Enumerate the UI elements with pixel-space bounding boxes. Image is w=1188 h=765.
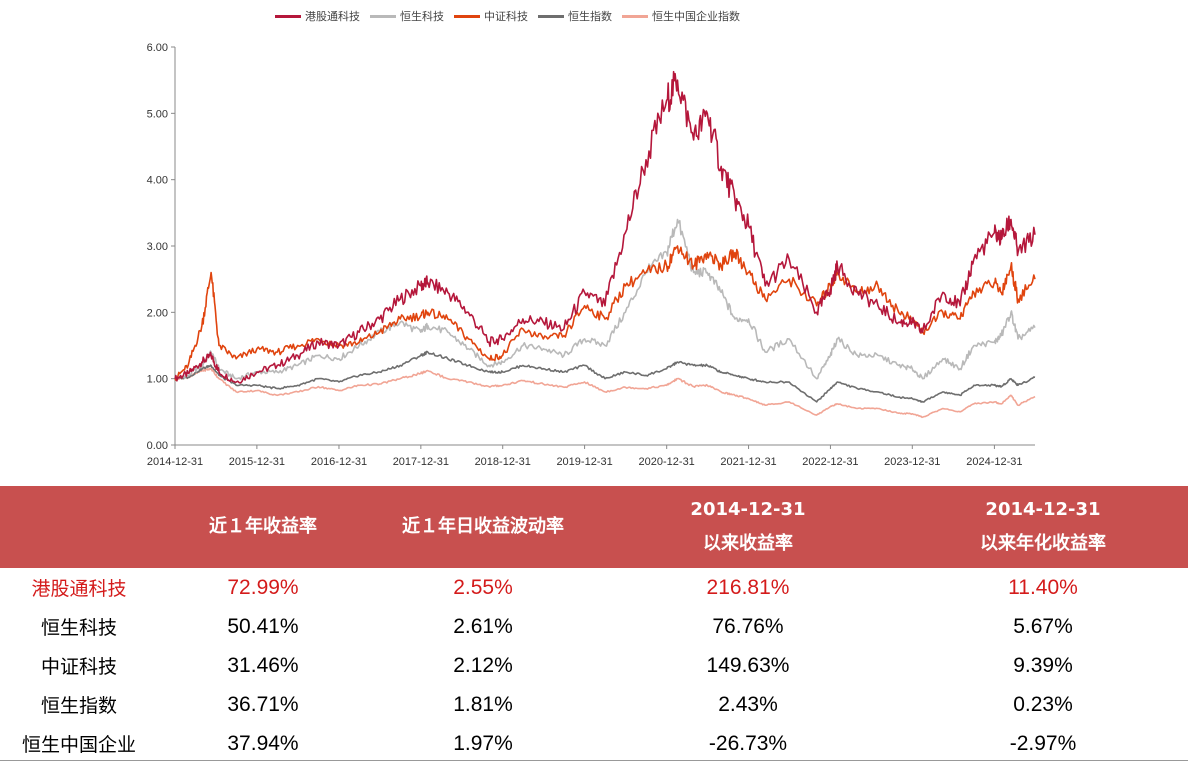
- legend-label: 恒生科技: [400, 10, 444, 23]
- table-cell: 50.41%: [227, 614, 299, 638]
- table-cell: 0.23%: [1013, 692, 1073, 716]
- table-cell: -26.73%: [708, 731, 788, 755]
- table-row: 港股通科技 72.99% 2.55% 216.81% 11.40%: [0, 568, 1188, 607]
- table-row: 恒生中国企业 37.94% 1.97% -26.73% -2.97%: [0, 724, 1188, 763]
- row-label: 中证科技: [40, 656, 117, 678]
- series-line: [175, 350, 1036, 403]
- legend-label: 中证科技: [484, 10, 528, 23]
- y-tick-label: 6.00: [147, 42, 168, 54]
- legend-swatch: [370, 14, 396, 18]
- line-chart: 0.00 1.00 2.00 3.00 4.00 5.00 6.00 2014-12-31 20…: [147, 42, 1036, 468]
- header-cell-annualized: 2014-12-31 以来年化收益率: [898, 486, 1188, 568]
- stats-table: 近１年收益率 近１年日收益波动率 2014-12-31 以来收益率 2014-12…: [0, 486, 1188, 763]
- table-cell: 5.67%: [1013, 614, 1073, 638]
- legend-swatch: [454, 14, 480, 18]
- table-cell: 2.55%: [453, 575, 513, 599]
- row-label: 港股通科技: [31, 578, 127, 600]
- legend-swatch: [622, 14, 648, 18]
- header-cell-blank: [0, 486, 158, 568]
- row-label: 恒生科技: [40, 617, 117, 639]
- legend-label: 港股通科技: [305, 10, 360, 23]
- legend-swatch: [538, 14, 564, 18]
- legend-item: 恒生科技: [370, 8, 444, 24]
- table-cell: 9.39%: [1013, 653, 1073, 677]
- series-line: [174, 218, 1036, 381]
- header-sublabel: 以来年化收益率: [980, 533, 1106, 554]
- row-label: 恒生指数: [40, 695, 117, 717]
- header-label: 近１年日收益波动率: [402, 516, 564, 537]
- series-line: [174, 245, 1036, 381]
- x-tick-label: 2020-12-31: [639, 456, 695, 468]
- row-label: 恒生中国企业: [21, 734, 136, 756]
- y-tick-label: 0.00: [147, 440, 168, 452]
- y-tick-label: 5.00: [147, 108, 168, 120]
- y-tick-label: 1.00: [147, 374, 168, 386]
- header-cell-1y-vol: 近１年日收益波动率: [368, 486, 598, 568]
- chart-panel: 港股通科技 恒生科技 中证科技 恒生指数 恒生中国企业指数 0.00 1.00 2.00 3.…: [120, 0, 1060, 485]
- table-cell: 76.76%: [712, 614, 784, 638]
- legend-item: 恒生指数: [538, 8, 612, 24]
- table-cell: 1.97%: [453, 731, 513, 755]
- x-tick-label: 2016-12-31: [311, 456, 367, 468]
- x-tick-label: 2023-12-31: [884, 456, 940, 468]
- table-cell: 31.46%: [227, 653, 299, 677]
- legend-swatch: [275, 14, 301, 18]
- x-tick-label: 2014-12-31: [147, 456, 203, 468]
- legend-item: 恒生中国企业指数: [622, 8, 740, 24]
- table-cell: 72.99%: [227, 575, 299, 599]
- series-line: [174, 367, 1036, 419]
- table-cell: 149.63%: [706, 653, 790, 677]
- series-line: [174, 70, 1036, 384]
- x-tick-label: 2024-12-31: [966, 456, 1022, 468]
- y-tick-label: 2.00: [147, 307, 168, 319]
- table-row: 恒生指数 36.71% 1.81% 2.43% 0.23%: [0, 685, 1188, 724]
- header-label: 近１年收益率: [209, 516, 317, 537]
- legend-label: 恒生中国企业指数: [652, 10, 740, 23]
- table-cell: 216.81%: [706, 575, 790, 599]
- x-tick-label: 2018-12-31: [475, 456, 531, 468]
- header-label: 2014-12-31: [690, 499, 806, 520]
- header-cell-1y-return: 近１年收益率: [158, 486, 368, 568]
- table-row: 中证科技 31.46% 2.12% 149.63% 9.39%: [0, 646, 1188, 685]
- y-tick-label: 3.00: [147, 241, 168, 253]
- table-header-row: 近１年收益率 近１年日收益波动率 2014-12-31 以来收益率 2014-12…: [0, 486, 1188, 568]
- x-tick-label: 2015-12-31: [229, 456, 285, 468]
- table-cell: -2.97%: [1009, 731, 1077, 755]
- table-cell: 36.71%: [227, 692, 299, 716]
- header-sublabel: 以来收益率: [703, 533, 793, 554]
- table-cell: 11.40%: [1008, 575, 1078, 599]
- table-cell: 2.43%: [718, 692, 778, 716]
- x-tick-label: 2019-12-31: [556, 456, 612, 468]
- table-cell: 2.12%: [453, 653, 513, 677]
- table-row: 恒生科技 50.41% 2.61% 76.76% 5.67%: [0, 607, 1188, 646]
- table-cell: 37.94%: [227, 731, 299, 755]
- table-cell: 2.61%: [453, 614, 513, 638]
- header-label: 2014-12-31: [985, 499, 1101, 520]
- legend-item: 港股通科技: [275, 8, 360, 24]
- legend-item: 中证科技: [454, 8, 528, 24]
- x-tick-label: 2021-12-31: [720, 456, 776, 468]
- header-cell-since-return: 2014-12-31 以来收益率: [598, 486, 898, 568]
- legend: 港股通科技 恒生科技 中证科技 恒生指数 恒生中国企业指数: [275, 8, 750, 24]
- y-tick-label: 4.00: [147, 175, 168, 187]
- bottom-divider: [0, 760, 1188, 761]
- x-tick-label: 2017-12-31: [393, 456, 449, 468]
- legend-label: 恒生指数: [568, 10, 612, 23]
- x-tick-label: 2022-12-31: [802, 456, 858, 468]
- table-cell: 1.81%: [453, 692, 513, 716]
